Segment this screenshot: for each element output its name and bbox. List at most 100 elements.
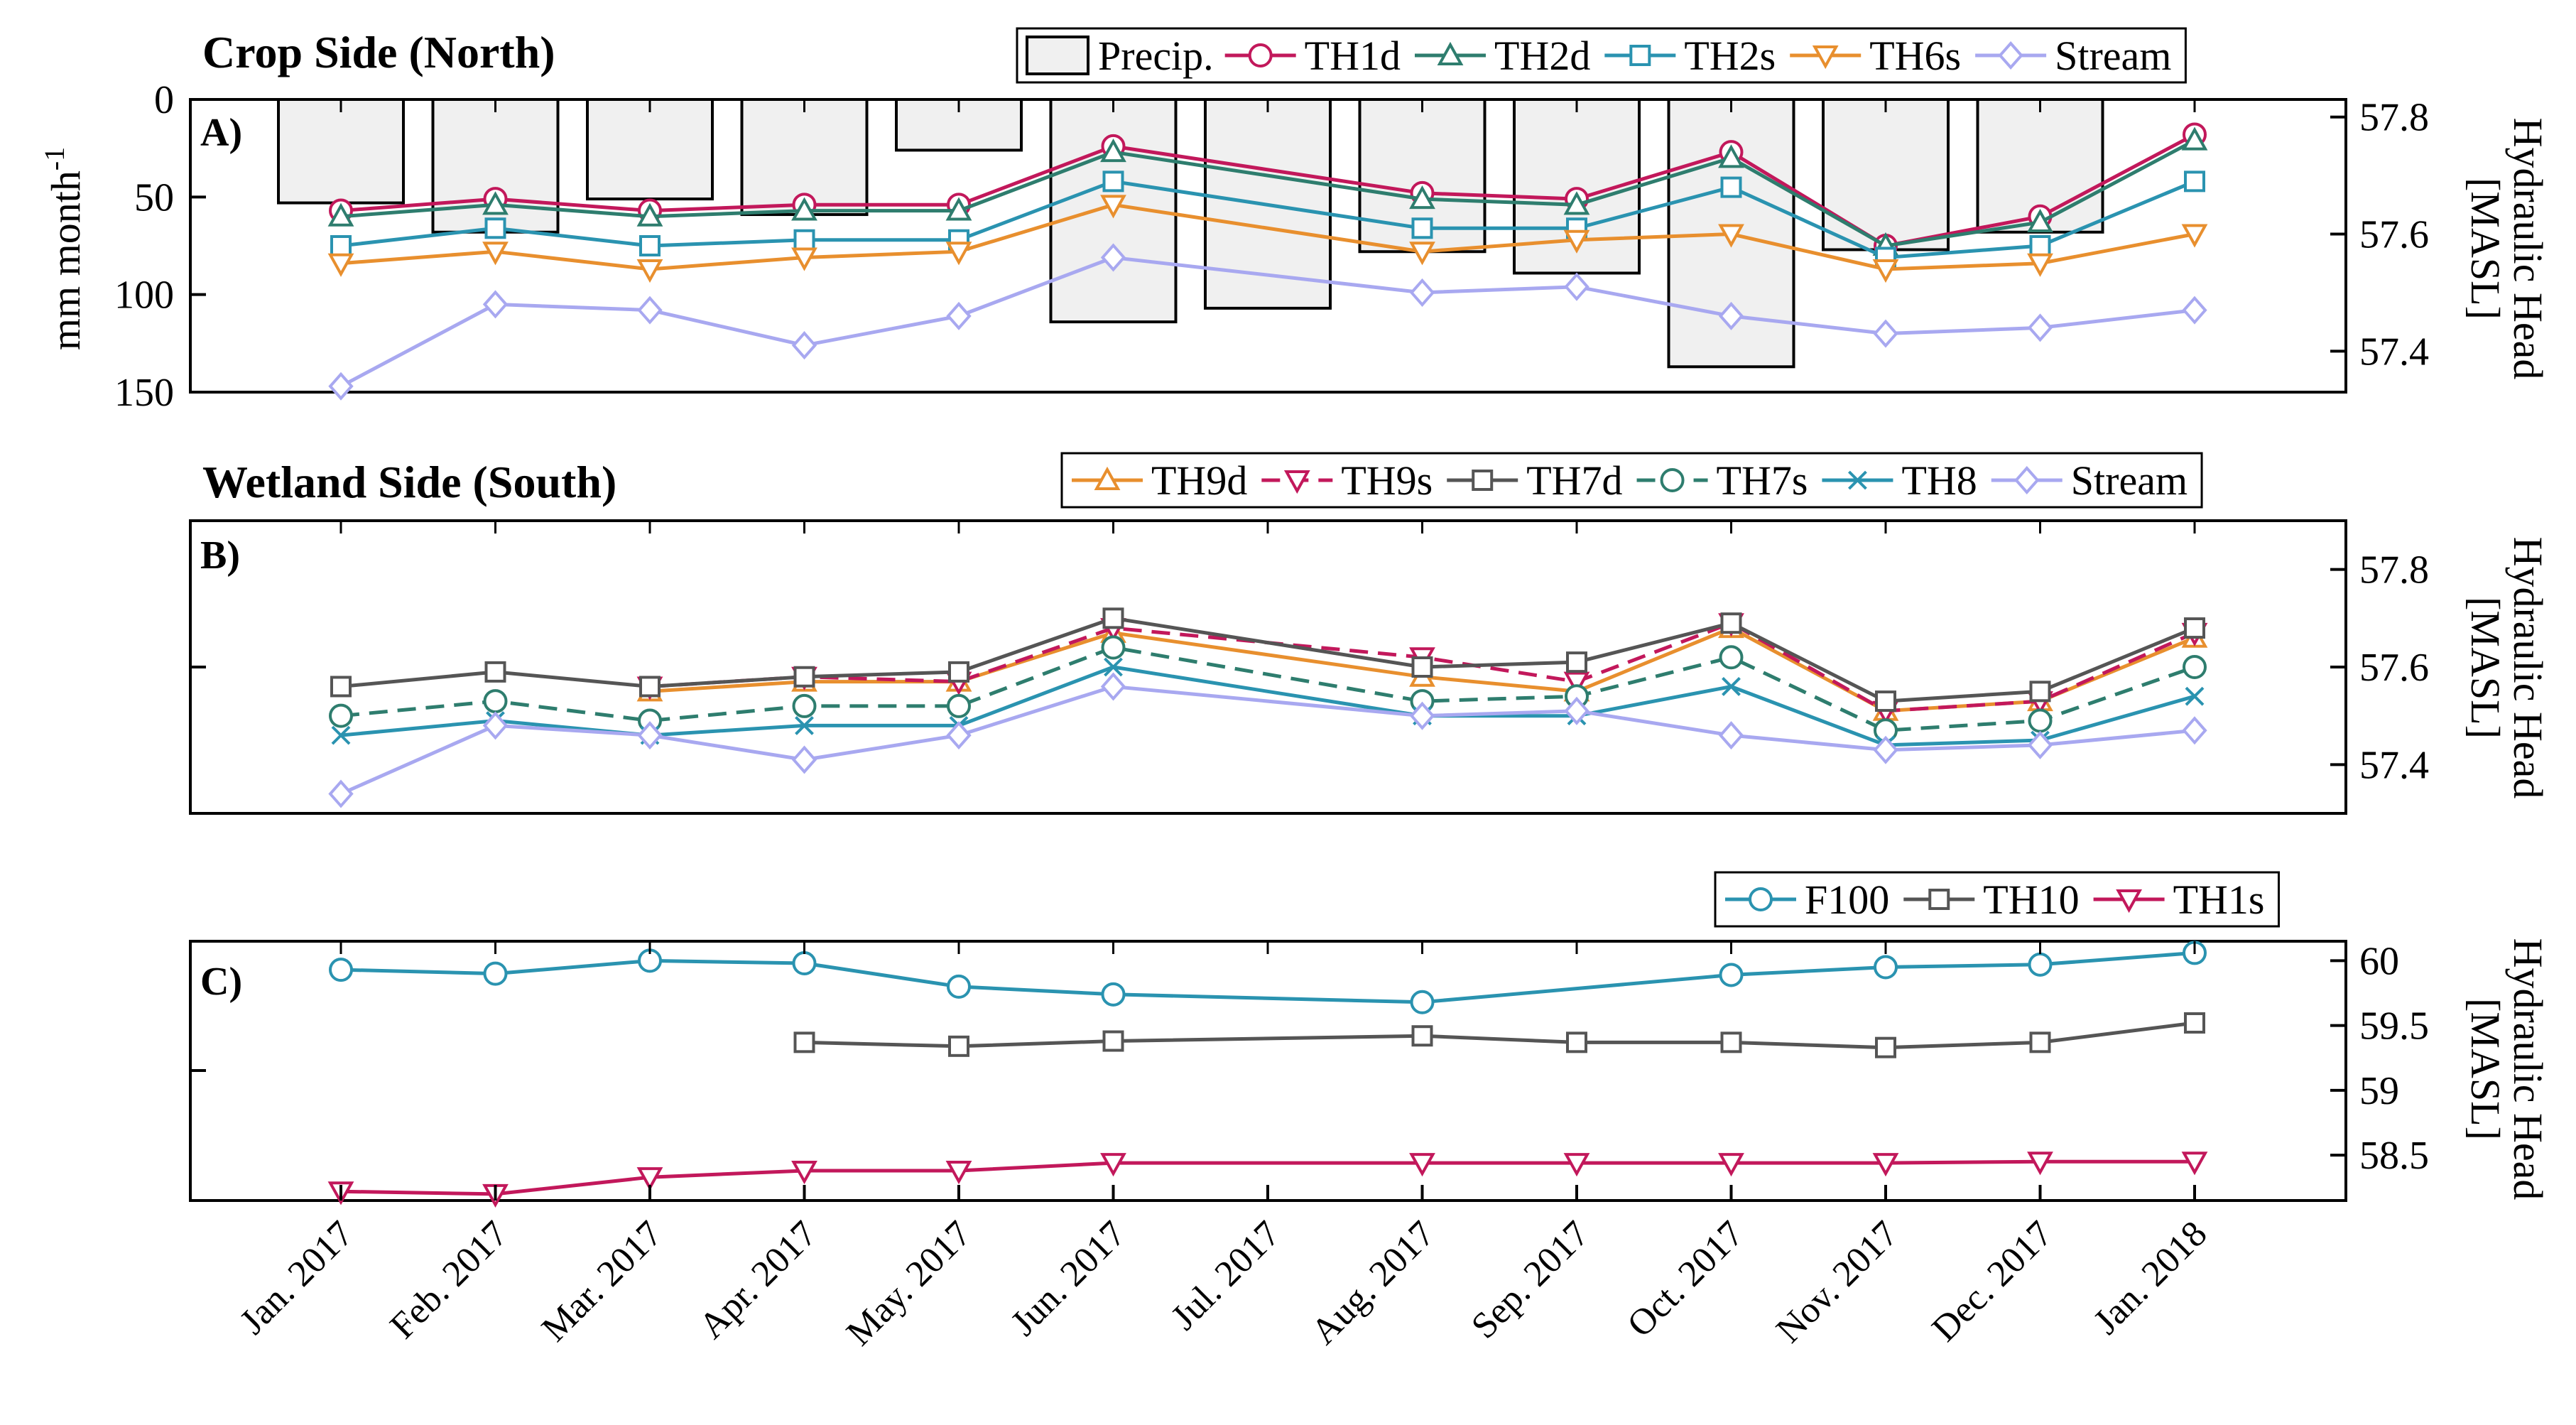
point-th10-11	[2029, 1031, 2051, 1053]
point-th2d-9	[1718, 144, 1744, 168]
series-line-th2d	[340, 139, 2196, 248]
panel-c-label: C)	[200, 960, 242, 1004]
point-stream-4	[946, 301, 972, 330]
point-th7d-2	[639, 676, 661, 698]
x-tick-label: Jan. 2018	[2086, 1213, 2214, 1342]
legend-label-th8: TH8	[1901, 457, 1977, 504]
point-stream-12	[2182, 296, 2207, 325]
point-stream-3	[791, 331, 817, 360]
point-th1s-4	[945, 1161, 972, 1185]
legend-marker-th8	[1848, 470, 1867, 490]
precip-bar-10	[1822, 98, 1950, 251]
x-tick-label: May. 2017	[839, 1213, 979, 1353]
panel-a-label: A)	[200, 111, 242, 155]
legend-swatch-precip	[1026, 36, 1089, 75]
x-tick-label: Aug. 2017	[1303, 1213, 1442, 1353]
x-tick-label: Jun. 2017	[1004, 1213, 1134, 1343]
x-tick-label: Mar. 2017	[534, 1213, 670, 1349]
point-stream-7	[1409, 278, 1435, 307]
legend-label-th7d: TH7d	[1526, 457, 1622, 504]
point-th6s-7	[1409, 242, 1435, 266]
left-tick-label: 50	[134, 175, 174, 220]
panel-b: Wetland Side (South) B) 57.4 57.6 57.8 Hyd…	[189, 452, 2551, 815]
right-tick-label: 60	[2359, 939, 2399, 983]
point-th10-3	[793, 1031, 815, 1053]
point-th7d-8	[1566, 651, 1587, 673]
legend-label-th9d: TH9d	[1151, 457, 1247, 504]
point-th6s-2	[636, 259, 663, 283]
point-th10-5	[1102, 1030, 1124, 1052]
series-line-th7d	[340, 616, 2195, 703]
point-th6s-11	[2027, 253, 2053, 277]
point-f100-0	[329, 958, 353, 982]
right-tick-label: 57.6	[2359, 646, 2429, 690]
series-line-th1s	[340, 1159, 2195, 1196]
point-th6s-12	[2181, 224, 2208, 248]
point-th1s-8	[1563, 1153, 1590, 1177]
point-th2d-4	[945, 197, 972, 221]
point-th2s-3	[793, 229, 815, 251]
point-th2d-7	[1409, 185, 1435, 210]
point-th7s-0	[329, 703, 353, 728]
point-stream-7	[1409, 701, 1435, 730]
x-tick-label: Jan. 2017	[232, 1213, 361, 1342]
right-tick-label: 57.8	[2359, 548, 2429, 592]
point-th2s-0	[330, 235, 352, 256]
panel-b-label: B)	[200, 533, 240, 578]
series-line-f100	[340, 950, 2195, 1004]
legend-marker-th7d	[1472, 470, 1494, 491]
right-axis-label-a-line2: [MASL]	[2462, 178, 2509, 320]
series-line-th9s	[649, 621, 2196, 713]
point-f100-3	[792, 951, 817, 976]
point-th8-3	[795, 715, 814, 735]
legend-label-th2d: TH2d	[1494, 33, 1590, 79]
legend-marker-th9d	[1094, 466, 1121, 490]
legend-marker-th1d	[1248, 43, 1273, 67]
right-tick-label: 58.5	[2359, 1134, 2429, 1178]
series-line-th2s	[340, 179, 2195, 260]
precip-bar-4	[895, 98, 1023, 152]
legend-label-th7s: TH7s	[1717, 457, 1808, 504]
point-stream-10	[1873, 319, 1898, 348]
point-th1s-2	[636, 1167, 663, 1191]
point-stream-5	[1100, 243, 1126, 272]
left-tick-label: 0	[154, 78, 174, 122]
point-th2d-11	[2027, 208, 2053, 233]
point-th7s-1	[483, 689, 508, 714]
point-th10-4	[948, 1035, 969, 1057]
point-f100-4	[947, 974, 971, 999]
point-th2d-3	[791, 197, 817, 221]
point-th2d-12	[2181, 126, 2208, 151]
point-th6s-10	[1872, 259, 1899, 283]
point-th7d-0	[330, 676, 352, 698]
point-th7d-9	[1720, 612, 1742, 634]
point-th7s-11	[2028, 708, 2053, 733]
point-th6s-0	[327, 253, 354, 277]
point-f100-11	[2028, 952, 2053, 977]
point-th1s-9	[1718, 1153, 1744, 1177]
x-tick-label: Apr. 2017	[692, 1213, 825, 1346]
precip-bar-0	[277, 98, 405, 205]
x-tick-label: Oct. 2017	[1620, 1213, 1751, 1345]
point-th7s-3	[792, 693, 817, 718]
legend-label-precip: Precip.	[1098, 33, 1214, 79]
legend-marker-stream	[1998, 40, 2023, 70]
left-axis-label: mm month-1	[38, 147, 89, 350]
legend-marker-th9s	[1283, 470, 1310, 494]
point-stream-1	[482, 290, 509, 319]
point-stream-5	[1100, 672, 1126, 701]
point-th8-5	[1104, 657, 1123, 677]
legend-label-th2s: TH2s	[1684, 33, 1776, 79]
legend-marker-th1s	[2116, 889, 2142, 914]
right-axis-label-c-line1: Hydraulic Head	[2505, 938, 2551, 1201]
point-th6s-3	[791, 247, 817, 271]
legend-label-th9s: TH9s	[1341, 457, 1433, 504]
point-th1s-11	[2027, 1152, 2053, 1176]
point-th10-8	[1566, 1031, 1587, 1053]
point-stream-11	[2027, 730, 2053, 759]
legend-label-th1d: TH1d	[1305, 33, 1401, 79]
point-stream-0	[328, 779, 354, 808]
point-th2d-0	[327, 202, 354, 227]
legend-marker-th2s	[1629, 45, 1651, 66]
